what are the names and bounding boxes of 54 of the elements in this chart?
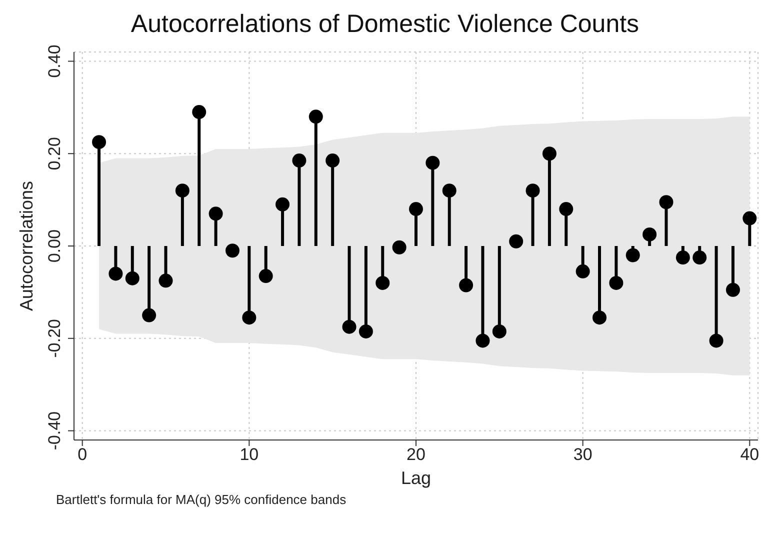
- point: [526, 184, 540, 198]
- y-tick-label: -0.40: [45, 411, 64, 450]
- point: [576, 264, 590, 278]
- point: [376, 276, 390, 290]
- point: [726, 282, 740, 297]
- point: [426, 156, 440, 170]
- point: [626, 248, 640, 262]
- x-tick-label: 0: [78, 445, 88, 464]
- point: [676, 250, 690, 265]
- point: [342, 320, 356, 334]
- point: [709, 334, 724, 348]
- point: [158, 274, 173, 288]
- point: [509, 234, 524, 248]
- y-tick-label: -0.20: [45, 319, 64, 358]
- point: [392, 240, 406, 254]
- point: [225, 244, 240, 258]
- point: [192, 105, 206, 120]
- point: [409, 202, 423, 216]
- y-axis-title: Autocorrelations: [16, 180, 36, 312]
- point: [125, 271, 140, 286]
- x-axis-title: Lag: [400, 468, 432, 488]
- point: [142, 308, 156, 322]
- point: [609, 276, 624, 290]
- y-tick-label: 0.00: [45, 229, 64, 263]
- point: [492, 324, 506, 338]
- point: [742, 211, 757, 226]
- point: [242, 310, 256, 325]
- point: [542, 146, 556, 161]
- x-tick-label: 10: [240, 445, 259, 464]
- y-tick-label: 0.40: [45, 44, 64, 78]
- point: [559, 202, 574, 216]
- point: [358, 324, 373, 338]
- point: [292, 154, 306, 168]
- point: [592, 310, 607, 325]
- point: [92, 135, 106, 150]
- x-tick-label: 20: [406, 445, 426, 464]
- text: Bartlett's formula for MA(q) 95% confidence bands: [55, 492, 348, 507]
- point: [175, 184, 190, 198]
- point: [258, 269, 273, 284]
- chart-title: Autocorrelations of Domestic Violence Counts: [130, 9, 640, 40]
- y-tick-label: 0.20: [45, 137, 64, 170]
- point: [692, 250, 707, 265]
- point: [659, 195, 674, 210]
- point: [308, 110, 323, 124]
- x-tick-label: 30: [573, 445, 592, 464]
- point: [642, 227, 657, 242]
- point: [459, 278, 474, 292]
- point: [326, 154, 340, 168]
- point: [208, 206, 223, 221]
- x-tick-label: 40: [740, 445, 760, 464]
- point: [276, 197, 290, 212]
- point: [108, 266, 123, 281]
- point: [476, 334, 490, 348]
- point: [442, 184, 456, 198]
